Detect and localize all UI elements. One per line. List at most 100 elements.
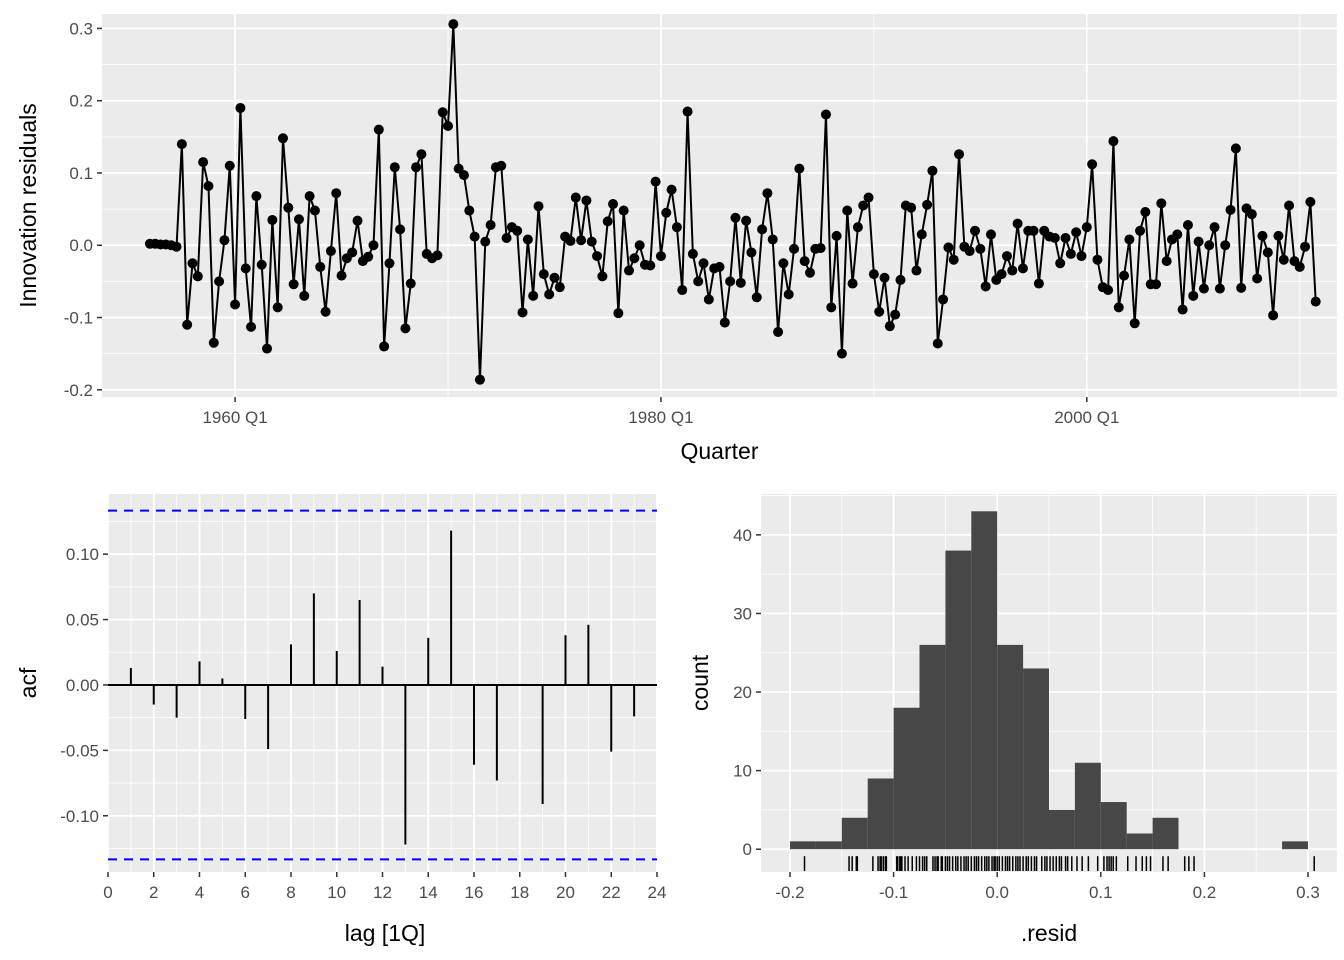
y-tick-label: 0.05	[66, 611, 99, 630]
residual-point	[671, 222, 682, 233]
residual-histogram-marks	[790, 511, 1315, 871]
residual-point	[1188, 290, 1199, 301]
residual-point	[1017, 263, 1028, 274]
residual-point	[230, 299, 241, 310]
residual-point	[1071, 227, 1082, 238]
residual-point	[480, 236, 491, 247]
residual-point	[874, 306, 885, 317]
residual-point	[613, 308, 624, 319]
y-tick-label: 20	[733, 683, 752, 702]
histogram-bar	[997, 644, 1024, 850]
x-tick-label: -0.1	[879, 883, 908, 902]
residual-point	[757, 224, 768, 235]
residual-point	[586, 236, 597, 247]
residual-point	[293, 214, 304, 225]
residual-point	[176, 139, 187, 150]
y-tick-label: 10	[733, 762, 752, 781]
residual-point	[858, 200, 869, 211]
histogram-bar	[971, 511, 998, 850]
residual-point	[943, 242, 954, 253]
residual-point	[1161, 256, 1172, 267]
residual-point	[1230, 143, 1241, 154]
residual-point	[251, 191, 262, 202]
residual-point	[948, 254, 959, 265]
residual-point	[363, 251, 374, 262]
residual-point	[618, 205, 629, 216]
residual-point	[687, 248, 698, 259]
residual-point	[1007, 265, 1018, 276]
residual-point	[320, 306, 331, 317]
residual-point	[299, 290, 310, 301]
residual-point	[384, 258, 395, 269]
residual-point	[1129, 318, 1140, 329]
y-tick-label: 40	[733, 526, 752, 545]
residual-point	[735, 277, 746, 288]
residual-histogram-y-title: count	[687, 654, 713, 711]
residual-point	[922, 199, 933, 210]
histogram-bar	[945, 550, 972, 850]
histogram-bar	[790, 841, 816, 850]
residual-point	[954, 149, 965, 160]
y-tick-label: 0.00	[66, 676, 99, 695]
residual-point	[815, 243, 826, 254]
residual-point	[842, 205, 853, 216]
residual-point	[682, 106, 693, 117]
residual-point	[1305, 196, 1316, 207]
residual-point	[1257, 230, 1268, 241]
residual-point	[725, 276, 736, 287]
residual-time-series-grid	[102, 14, 1337, 397]
residual-point	[1172, 229, 1183, 240]
residual-point	[304, 191, 315, 202]
residual-point	[1262, 247, 1273, 258]
histogram-bar	[841, 817, 868, 850]
y-tick-label: -0.2	[64, 381, 93, 400]
residual-point	[517, 307, 528, 318]
residual-point	[741, 215, 752, 226]
residual-point	[1273, 230, 1284, 241]
residual-point	[868, 269, 879, 280]
y-tick-label: 30	[733, 604, 752, 623]
residual-point	[554, 282, 565, 293]
residual-point	[1209, 222, 1220, 233]
residual-point	[1135, 225, 1146, 236]
acf-panel: 0 2 4 6 8 10 12 14 16 18 20 22 24-0.10-0.050.000.050…	[15, 494, 666, 946]
residual-point	[267, 214, 278, 225]
residual-point	[1092, 254, 1103, 265]
residual-point	[698, 258, 709, 269]
residual-point	[602, 216, 613, 227]
residual-point	[661, 207, 672, 218]
acf-x-title: lag [1Q]	[345, 920, 426, 946]
residual-point	[794, 163, 805, 174]
histogram-bar	[1282, 841, 1308, 850]
residual-point	[533, 201, 544, 212]
x-tick-label: 2	[149, 883, 158, 902]
x-tick-label: 2000 Q1	[1054, 408, 1119, 427]
residual-point	[820, 109, 831, 120]
x-tick-label: 24	[648, 883, 667, 902]
residual-point	[1140, 207, 1151, 217]
residual-point	[496, 160, 507, 171]
residual-point	[773, 326, 784, 337]
residual-point	[624, 265, 634, 276]
residual-point	[203, 180, 214, 191]
residual-point	[970, 225, 981, 236]
residual-point	[576, 235, 587, 246]
x-tick-label: 10	[327, 883, 346, 902]
residual-point	[192, 271, 203, 282]
residual-point	[182, 319, 193, 330]
residual-point	[485, 220, 496, 231]
residual-point	[1151, 279, 1162, 290]
residual-point	[171, 241, 182, 252]
x-tick-label: 14	[419, 883, 438, 902]
residual-point	[767, 234, 778, 245]
residual-point	[347, 247, 358, 258]
residual-point	[325, 246, 336, 257]
x-tick-label: 8	[286, 883, 295, 902]
histogram-bar	[893, 707, 920, 850]
residual-point	[964, 246, 975, 257]
y-tick-label: 0	[743, 840, 752, 859]
histogram-bar	[1049, 809, 1075, 850]
residual-point	[474, 374, 485, 385]
residual-point	[847, 278, 858, 289]
residual-point	[187, 258, 198, 269]
